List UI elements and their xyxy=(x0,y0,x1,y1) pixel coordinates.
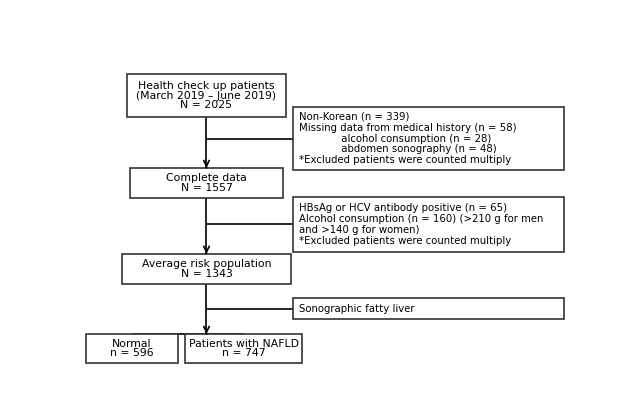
Text: Non-Korean (n = 339): Non-Korean (n = 339) xyxy=(300,112,410,122)
Text: Alcohol consumption (n = 160) (>210 g for men: Alcohol consumption (n = 160) (>210 g fo… xyxy=(300,214,543,224)
Text: (March 2019 – June 2019): (March 2019 – June 2019) xyxy=(136,91,276,101)
Text: *Excluded patients were counted multiply: *Excluded patients were counted multiply xyxy=(300,236,511,246)
Text: n = 747: n = 747 xyxy=(222,348,266,358)
Text: N = 1557: N = 1557 xyxy=(180,183,232,193)
Text: *Excluded patients were counted multiply: *Excluded patients were counted multiply xyxy=(300,155,511,165)
FancyBboxPatch shape xyxy=(293,197,564,252)
Text: Complete data: Complete data xyxy=(166,173,247,183)
FancyBboxPatch shape xyxy=(127,74,286,117)
FancyBboxPatch shape xyxy=(186,334,302,363)
Text: Patients with NAFLD: Patients with NAFLD xyxy=(189,339,299,349)
Text: Average risk population: Average risk population xyxy=(141,259,271,269)
Text: alcohol consumption (n = 28): alcohol consumption (n = 28) xyxy=(300,133,492,144)
Text: N = 2025: N = 2025 xyxy=(180,100,232,110)
FancyBboxPatch shape xyxy=(86,334,178,363)
FancyBboxPatch shape xyxy=(129,168,284,198)
FancyBboxPatch shape xyxy=(293,299,564,319)
FancyBboxPatch shape xyxy=(122,254,291,284)
Text: Normal: Normal xyxy=(113,339,152,349)
Text: Health check up patients: Health check up patients xyxy=(138,81,275,91)
Text: HBsAg or HCV antibody positive (n = 65): HBsAg or HCV antibody positive (n = 65) xyxy=(300,203,508,213)
Text: n = 596: n = 596 xyxy=(110,348,154,358)
Text: and >140 g for women): and >140 g for women) xyxy=(300,225,420,235)
Text: Missing data from medical history (n = 58): Missing data from medical history (n = 5… xyxy=(300,123,517,133)
Text: Sonographic fatty liver: Sonographic fatty liver xyxy=(300,304,415,314)
Text: abdomen sonography (n = 48): abdomen sonography (n = 48) xyxy=(300,145,497,154)
FancyBboxPatch shape xyxy=(293,107,564,171)
Text: N = 1343: N = 1343 xyxy=(180,269,232,279)
